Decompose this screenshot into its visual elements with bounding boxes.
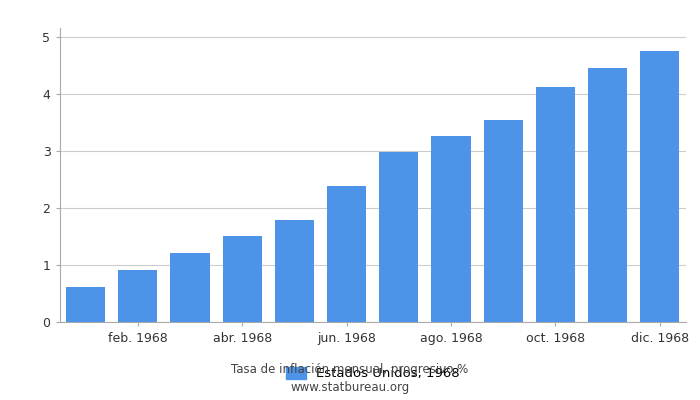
Bar — [484, 120, 523, 322]
Legend: Estados Unidos, 1968: Estados Unidos, 1968 — [286, 367, 460, 380]
Bar — [536, 87, 575, 322]
Bar — [66, 287, 105, 322]
Bar — [118, 270, 158, 322]
Bar — [640, 51, 680, 322]
Bar — [327, 186, 366, 322]
Bar — [588, 68, 627, 322]
Bar — [170, 254, 209, 322]
Text: www.statbureau.org: www.statbureau.org — [290, 382, 410, 394]
Bar — [431, 136, 470, 322]
Bar — [275, 220, 314, 322]
Bar — [379, 152, 419, 322]
Text: Tasa de inflación mensual, progresivo,%: Tasa de inflación mensual, progresivo,% — [232, 364, 468, 376]
Bar — [223, 236, 262, 322]
